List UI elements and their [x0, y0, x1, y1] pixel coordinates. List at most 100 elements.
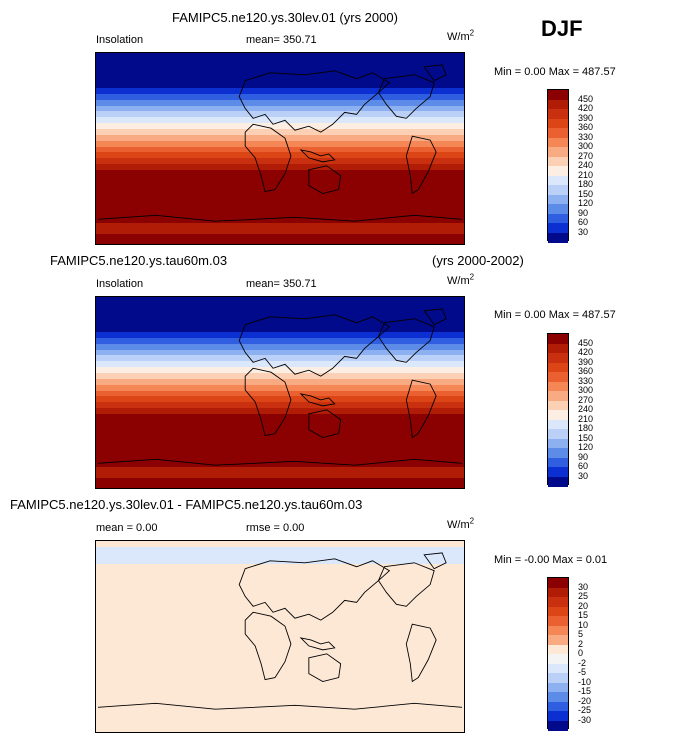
colorbar-swatch: [548, 654, 568, 664]
panel-3-units: W/m2: [447, 516, 475, 531]
coastline: [97, 214, 463, 222]
colorbar-swatch: [548, 185, 568, 195]
colorbar-label: 330: [578, 375, 594, 386]
coastline: [97, 458, 463, 466]
colorbar-swatch: [548, 175, 568, 186]
map-band: [96, 367, 464, 374]
colorbar-swatch: [548, 391, 568, 401]
map-band: [96, 581, 464, 589]
map-band: [96, 82, 464, 89]
map-band: [96, 728, 464, 732]
panel-3-minmax: Min = -0.00 Max = 0.01: [494, 554, 608, 566]
colorbar-swatch: [548, 99, 568, 110]
colorbar-swatch: [548, 587, 568, 598]
map-band: [96, 622, 464, 630]
coastline: [238, 314, 391, 377]
map-band: [96, 53, 464, 60]
colorbar-label: 0: [578, 648, 584, 658]
colorbar-label: 210: [578, 413, 594, 424]
map-band: [96, 472, 464, 479]
colorbar-label: 300: [578, 141, 594, 151]
colorbar-swatch: [548, 578, 568, 588]
map-band: [96, 234, 464, 241]
map-band: [96, 58, 464, 66]
map-band: [96, 361, 464, 368]
map-band: [96, 343, 464, 351]
map-band: [96, 169, 464, 177]
colorbar-swatch: [548, 118, 568, 129]
colorbar-swatch: [548, 90, 568, 100]
colorbar-swatch: [548, 204, 568, 214]
panel-3-map: [95, 540, 465, 733]
coastline: [244, 367, 292, 437]
map-band: [96, 140, 464, 148]
coastline: [238, 558, 391, 621]
map-band: [96, 675, 464, 682]
colorbar-label: 210: [578, 169, 594, 180]
colorbar-label: 240: [578, 160, 594, 170]
panel-2-mean: mean= 350.71: [246, 278, 317, 290]
colorbar-swatch: [548, 156, 568, 167]
map-band: [96, 669, 464, 677]
colorbar-label: -15: [578, 686, 592, 696]
coastline-overlay: [97, 308, 463, 466]
map-band: [96, 216, 464, 224]
colorbar-swatch: [548, 109, 568, 119]
coastline: [405, 623, 437, 683]
colorbar-label: 20: [578, 600, 589, 611]
colorbar-label: 300: [578, 385, 594, 395]
coastline: [244, 611, 292, 681]
coastline-overlay: [97, 552, 463, 710]
coastline: [238, 70, 391, 133]
map-band: [96, 349, 464, 357]
map-band: [96, 181, 464, 189]
map-band: [96, 611, 464, 618]
map-band: [96, 546, 464, 554]
colorbar-label: 240: [578, 404, 594, 414]
panel-1-minmax: Min = 0.00 Max = 487.57: [494, 66, 616, 78]
panel-3-colorbar: [547, 577, 569, 731]
map-band: [96, 640, 464, 647]
panel-1-map: [95, 52, 465, 245]
colorbar-label: 90: [578, 207, 589, 218]
colorbar-swatch: [548, 362, 568, 373]
colorbar-swatch: [548, 597, 568, 607]
map-band: [96, 698, 464, 706]
panel-2-minmax: Min = 0.00 Max = 487.57: [494, 309, 616, 321]
colorbar-label: -30: [578, 714, 592, 725]
map-band: [96, 693, 464, 700]
colorbar-label: 90: [578, 451, 589, 462]
colorbar-label: 25: [578, 591, 589, 601]
colorbar-label: 5: [578, 629, 584, 639]
colorbar-label: 360: [578, 122, 594, 132]
colorbar-label: 30: [578, 226, 589, 237]
coastline-overlay: [97, 64, 463, 222]
colorbar-label: 180: [578, 179, 594, 189]
coastline: [299, 149, 336, 163]
panel-1-field-label: Insolation: [96, 34, 144, 46]
map-band: [96, 652, 464, 659]
colorbar-swatch: [548, 410, 568, 420]
panel-3-mean: mean = 0.00: [96, 522, 158, 534]
map-band: [96, 484, 464, 488]
map-band: [96, 605, 464, 612]
map-band: [96, 199, 464, 206]
map-band: [96, 297, 464, 304]
map-band: [96, 152, 464, 159]
map-band: [96, 716, 464, 723]
coastline: [377, 318, 435, 363]
panel-2-colorbar: [547, 333, 569, 487]
coastline: [423, 552, 447, 570]
map-band: [96, 175, 464, 183]
colorbar-swatch: [548, 128, 568, 138]
map-band: [96, 402, 464, 409]
panel-2-title: FAMIPC5.ne120.ys.tau60m.03: [50, 253, 228, 268]
panel-2-map: [95, 296, 465, 489]
colorbar-swatch: [548, 334, 568, 344]
colorbar-label: 10: [578, 619, 589, 630]
colorbar-label: 180: [578, 423, 594, 433]
colorbar-swatch: [548, 194, 568, 205]
map-band: [96, 164, 464, 171]
colorbar-swatch: [548, 644, 568, 655]
colorbar-swatch: [548, 448, 568, 458]
